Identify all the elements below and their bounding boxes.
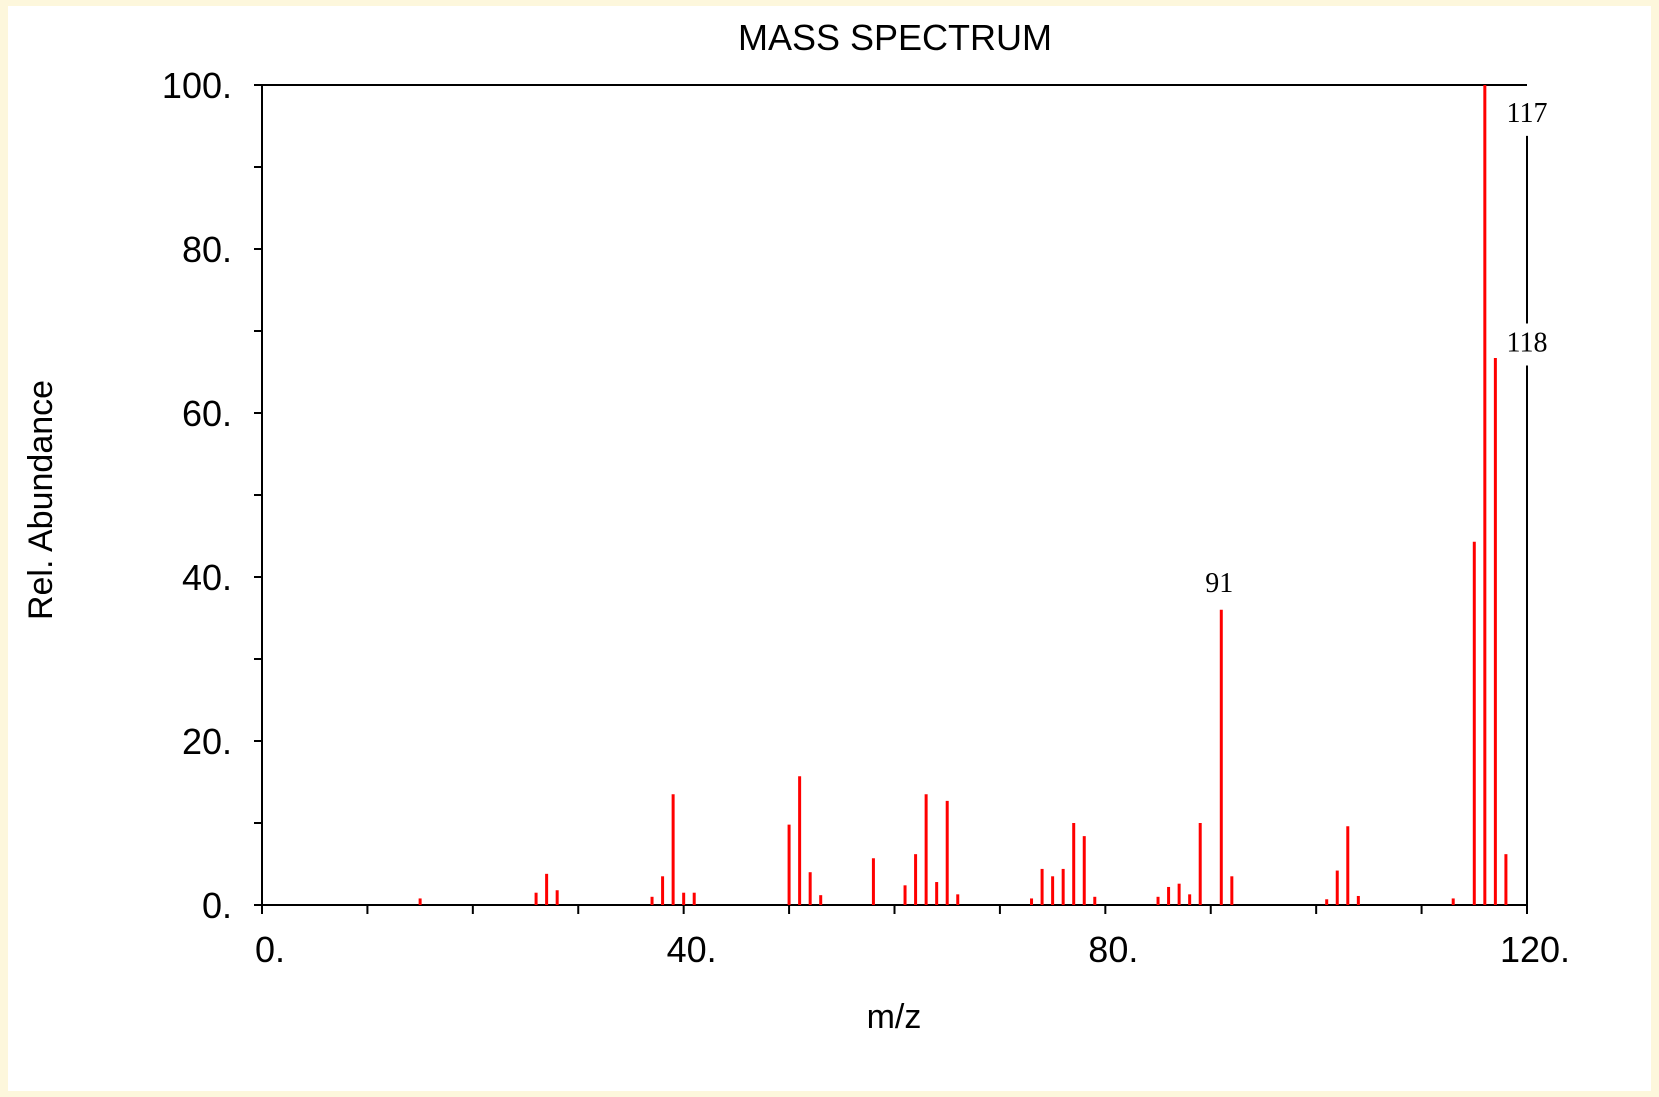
x-axis-title: m/z: [867, 998, 922, 1036]
x-tick-label: 0.: [255, 929, 285, 970]
y-tick-label: 20.: [182, 721, 232, 762]
y-tick-label: 40.: [182, 557, 232, 598]
axes: 0. 20. 40. 60. 80. 100. 0. 40. 80. 120.: [162, 65, 1570, 970]
y-tick-label: 80.: [182, 229, 232, 270]
x-tick-label: 80.: [1088, 929, 1138, 970]
peak-labels: 91 117 118: [1205, 98, 1547, 905]
peak-callout-117: 117: [1507, 98, 1548, 129]
chart-title: MASS SPECTRUM: [738, 17, 1052, 58]
y-tick-label: 0.: [202, 885, 232, 926]
y-tick-label: 60.: [182, 393, 232, 434]
peak-bars: [418, 85, 1508, 905]
plot-frame: MASS SPECTRUM Rel. Abundance m/z 0. 20. 40…: [8, 6, 1651, 1091]
peak-label-91: 91: [1205, 568, 1233, 599]
y-tick-label: 100.: [162, 65, 232, 106]
peak-callout-118: 118: [1507, 328, 1548, 359]
mass-spectrum-chart: MASS SPECTRUM Rel. Abundance m/z 0. 20. 40…: [22, 17, 1570, 1036]
x-tick-label: 120.: [1500, 929, 1570, 970]
x-tick-label: 40.: [667, 929, 717, 970]
y-axis-title: Rel. Abundance: [22, 380, 60, 620]
